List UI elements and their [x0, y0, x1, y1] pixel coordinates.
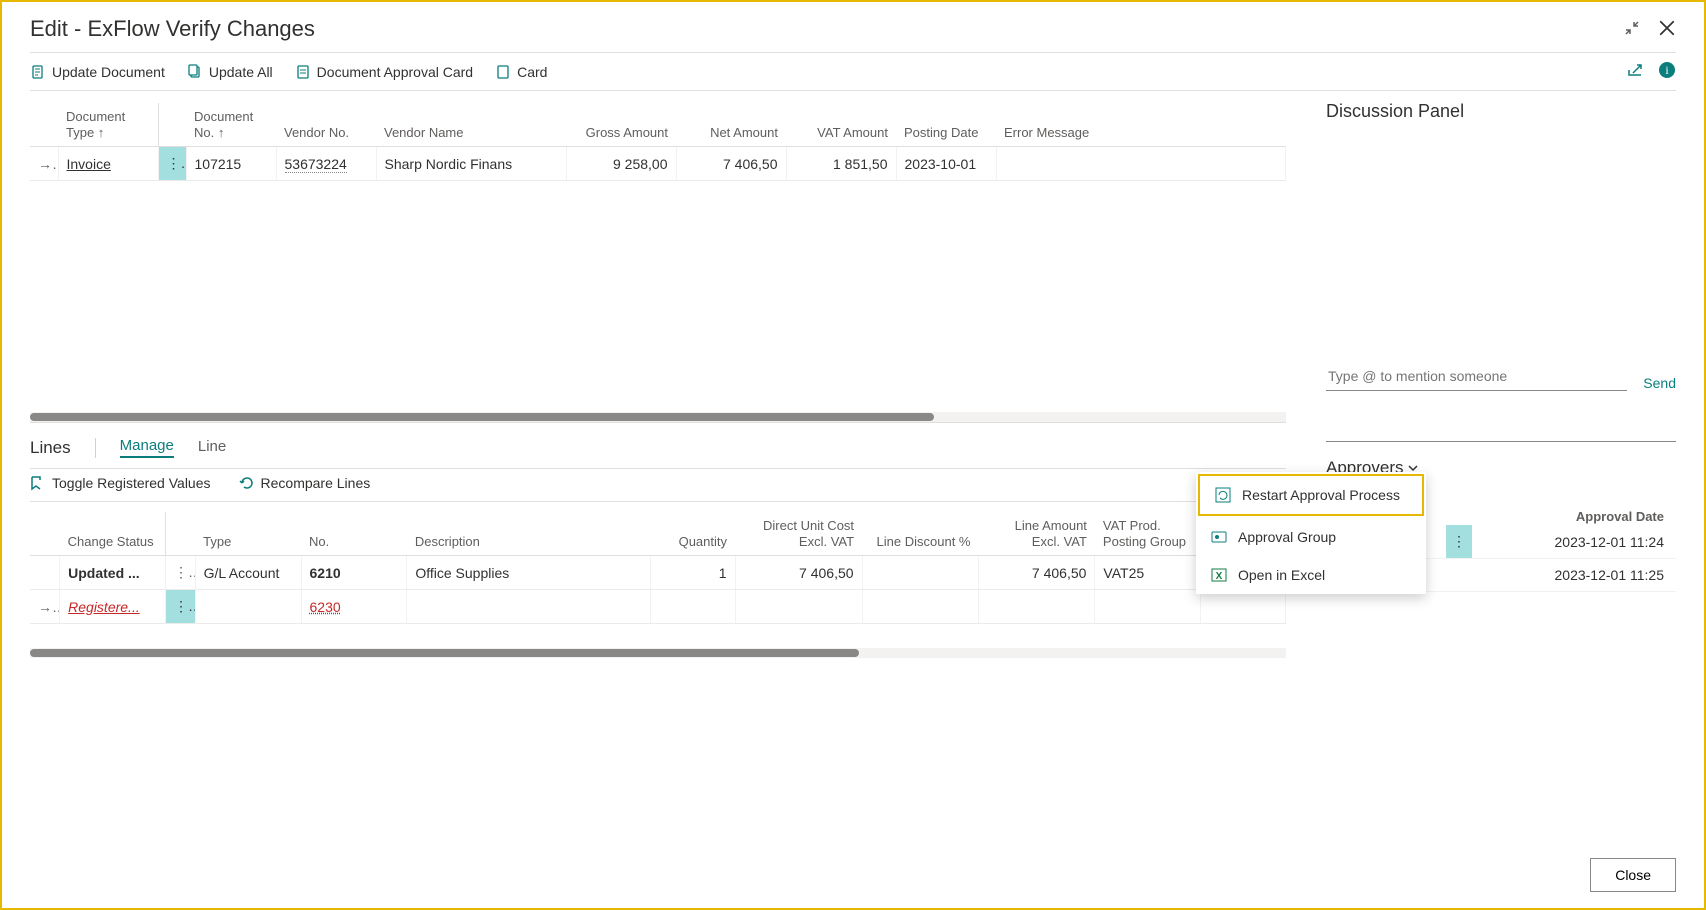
type-cell: G/L Account: [195, 556, 301, 590]
approval-date-header[interactable]: Approval Date: [1472, 508, 1676, 525]
open-excel-label: Open in Excel: [1238, 567, 1325, 583]
col-gross[interactable]: Gross Amount: [566, 103, 676, 147]
net-cell: 7 406,50: [676, 147, 786, 181]
col-net[interactable]: Net Amount: [676, 103, 786, 147]
col-vendor-no[interactable]: Vendor No.: [276, 103, 376, 147]
row-menu-icon[interactable]: ⋮: [166, 556, 196, 590]
vendor-name-cell: Sharp Nordic Finans: [376, 147, 566, 181]
update-document-label: Update Document: [52, 64, 165, 80]
row-arrow-icon[interactable]: →: [30, 590, 60, 624]
desc-cell: [407, 590, 650, 624]
unitcost-cell: [735, 590, 862, 624]
approval-group-label: Approval Group: [1238, 529, 1336, 545]
col-line-discount[interactable]: Line Discount %: [862, 512, 978, 556]
approval-date: 2023-12-01 11:25: [1472, 559, 1676, 592]
col-posting-date[interactable]: Posting Date: [896, 103, 996, 147]
col-vat[interactable]: VAT Amount: [786, 103, 896, 147]
approval-group-button[interactable]: Approval Group: [1196, 518, 1426, 556]
col-quantity[interactable]: Quantity: [650, 512, 735, 556]
svg-text:X: X: [1216, 571, 1223, 582]
unitcost-cell: 7 406,50: [735, 556, 862, 590]
lineamount-cell: [978, 590, 1094, 624]
lines-row[interactable]: → Registere... ⋮ 6230: [30, 590, 1286, 624]
recompare-label: Recompare Lines: [261, 475, 371, 491]
row-menu-icon[interactable]: ⋮: [166, 590, 196, 624]
approval-date: 2023-12-01 11:24: [1472, 525, 1676, 559]
share-icon[interactable]: [1626, 61, 1644, 82]
card-button[interactable]: Card: [495, 64, 547, 80]
vendor-no-cell[interactable]: 53673224: [285, 156, 347, 173]
col-type[interactable]: Type: [195, 512, 301, 556]
doc-type-cell[interactable]: Invoice: [67, 156, 111, 172]
col-vat-group[interactable]: VAT Prod. Posting Group: [1095, 512, 1201, 556]
col-doc-type[interactable]: Document Type ↑: [58, 103, 158, 147]
status-cell[interactable]: Registere...: [68, 599, 140, 615]
update-all-label: Update All: [209, 64, 273, 80]
update-document-button[interactable]: Update Document: [30, 64, 165, 80]
row-menu-icon[interactable]: ⋮: [1446, 525, 1472, 559]
toggle-registered-button[interactable]: Toggle Registered Values: [30, 475, 211, 491]
main-scrollbar[interactable]: [30, 412, 1286, 422]
col-error[interactable]: Error Message: [996, 103, 1286, 147]
type-cell: [195, 590, 301, 624]
update-all-button[interactable]: Update All: [187, 64, 273, 80]
send-button[interactable]: Send: [1643, 375, 1676, 391]
tab-manage[interactable]: Manage: [120, 437, 174, 458]
close-button[interactable]: Close: [1590, 858, 1676, 892]
collapse-icon[interactable]: [1624, 20, 1640, 39]
doc-approval-card-label: Document Approval Card: [317, 64, 473, 80]
col-description[interactable]: Description: [407, 512, 650, 556]
col-unit-cost[interactable]: Direct Unit Cost Excl. VAT: [735, 512, 862, 556]
qty-cell: [650, 590, 735, 624]
doc-no-cell[interactable]: 107215: [186, 147, 276, 181]
gengroup-cell: [1201, 590, 1286, 624]
status-cell: Updated ...: [60, 556, 166, 590]
col-line-amount[interactable]: Line Amount Excl. VAT: [978, 512, 1094, 556]
vatgroup-cell: [1095, 590, 1201, 624]
close-icon[interactable]: [1658, 19, 1676, 40]
main-grid: Document Type ↑ Document No. ↑ Vendor No…: [30, 103, 1286, 181]
discount-cell: [862, 590, 978, 624]
card-label: Card: [517, 64, 547, 80]
main-toolbar: Update Document Update All Document Appr…: [30, 52, 1676, 91]
approvers-context-menu: Restart Approval Process Approval Group …: [1196, 472, 1426, 594]
vat-cell: 1 851,50: [786, 147, 896, 181]
error-cell: [996, 147, 1286, 181]
col-change-status[interactable]: Change Status: [60, 512, 166, 556]
doc-approval-card-button[interactable]: Document Approval Card: [295, 64, 473, 80]
gross-cell: 9 258,00: [566, 147, 676, 181]
posting-date-cell: 2023-10-01: [896, 147, 996, 181]
row-menu-icon[interactable]: ⋮: [158, 147, 186, 181]
discount-cell: [862, 556, 978, 590]
page-title: Edit - ExFlow Verify Changes: [30, 16, 315, 42]
info-icon[interactable]: i: [1658, 61, 1676, 82]
recompare-button[interactable]: Recompare Lines: [239, 475, 371, 491]
restart-approval-button[interactable]: Restart Approval Process: [1198, 474, 1424, 516]
no-cell: 6210: [301, 556, 407, 590]
col-doc-no[interactable]: Document No. ↑: [186, 103, 276, 147]
row-arrow-icon[interactable]: →: [30, 147, 58, 181]
grid-row[interactable]: → Invoice ⋮ 107215 53673224 Sharp Nordic…: [30, 147, 1286, 181]
discussion-title: Discussion Panel: [1326, 101, 1676, 122]
open-excel-button[interactable]: X Open in Excel: [1196, 556, 1426, 594]
tab-line[interactable]: Line: [198, 438, 226, 457]
col-no[interactable]: No.: [301, 512, 407, 556]
lines-scrollbar[interactable]: [30, 648, 1286, 658]
restart-approval-label: Restart Approval Process: [1242, 487, 1400, 503]
desc-cell: Office Supplies: [407, 556, 650, 590]
lines-grid: Change Status Type No. Description Quant…: [30, 512, 1286, 624]
col-vendor-name[interactable]: Vendor Name: [376, 103, 566, 147]
lines-row[interactable]: Updated ... ⋮ G/L Account 6210 Office Su…: [30, 556, 1286, 590]
no-cell[interactable]: 6230: [310, 599, 341, 615]
vatgroup-cell: VAT25: [1095, 556, 1201, 590]
lines-label: Lines: [30, 438, 71, 458]
qty-cell: 1: [650, 556, 735, 590]
toggle-registered-label: Toggle Registered Values: [52, 475, 211, 491]
mention-input[interactable]: [1326, 362, 1627, 391]
lineamount-cell: 7 406,50: [978, 556, 1094, 590]
